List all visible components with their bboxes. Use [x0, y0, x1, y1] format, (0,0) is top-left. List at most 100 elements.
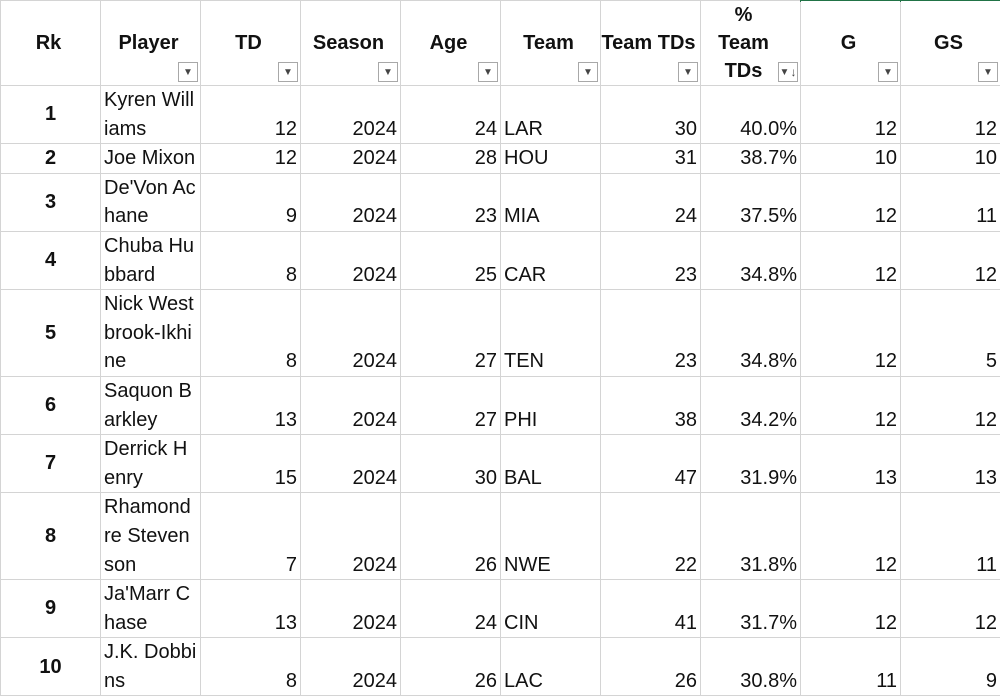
filter-dropdown-icon[interactable]: ▼	[878, 62, 898, 82]
cell-pct-team-tds[interactable]: 38.7%	[701, 144, 801, 174]
cell-player[interactable]: Ja'Marr Chase	[101, 580, 201, 638]
cell-age[interactable]: 27	[401, 376, 501, 434]
cell-g[interactable]: 11	[801, 638, 901, 696]
cell-pct-team-tds[interactable]: 31.9%	[701, 435, 801, 493]
cell-age[interactable]: 24	[401, 86, 501, 144]
cell-gs[interactable]: 12	[901, 231, 1000, 289]
cell-td[interactable]: 15	[201, 435, 301, 493]
cell-team[interactable]: LAR	[501, 86, 601, 144]
sort-descending-icon[interactable]: ▼↓	[778, 62, 798, 82]
cell-age[interactable]: 24	[401, 580, 501, 638]
cell-season[interactable]: 2024	[301, 173, 401, 231]
cell-td[interactable]: 13	[201, 376, 301, 434]
cell-gs[interactable]: 12	[901, 86, 1000, 144]
header-season[interactable]: Season▼	[301, 1, 401, 86]
cell-team-tds[interactable]: 23	[601, 290, 701, 377]
cell-gs[interactable]: 12	[901, 376, 1000, 434]
cell-season[interactable]: 2024	[301, 493, 401, 580]
cell-player[interactable]: Derrick Henry	[101, 435, 201, 493]
cell-team-tds[interactable]: 30	[601, 86, 701, 144]
cell-team[interactable]: TEN	[501, 290, 601, 377]
cell-season[interactable]: 2024	[301, 376, 401, 434]
cell-pct-team-tds[interactable]: 30.8%	[701, 638, 801, 696]
cell-rank[interactable]: 2	[1, 144, 101, 174]
cell-team[interactable]: HOU	[501, 144, 601, 174]
cell-rank[interactable]: 1	[1, 86, 101, 144]
cell-rank[interactable]: 7	[1, 435, 101, 493]
header-pct-team-tds[interactable]: % Team TDs▼↓	[701, 1, 801, 86]
cell-td[interactable]: 7	[201, 493, 301, 580]
cell-td[interactable]: 9	[201, 173, 301, 231]
cell-rank[interactable]: 9	[1, 580, 101, 638]
cell-g[interactable]: 13	[801, 435, 901, 493]
cell-rank[interactable]: 5	[1, 290, 101, 377]
cell-season[interactable]: 2024	[301, 144, 401, 174]
cell-g[interactable]: 12	[801, 376, 901, 434]
cell-player[interactable]: J.K. Dobbins	[101, 638, 201, 696]
header-player[interactable]: Player▼	[101, 1, 201, 86]
cell-player[interactable]: Chuba Hubbard	[101, 231, 201, 289]
filter-dropdown-icon[interactable]: ▼	[678, 62, 698, 82]
cell-age[interactable]: 30	[401, 435, 501, 493]
cell-rank[interactable]: 10	[1, 638, 101, 696]
cell-td[interactable]: 8	[201, 290, 301, 377]
cell-team-tds[interactable]: 23	[601, 231, 701, 289]
cell-team[interactable]: CAR	[501, 231, 601, 289]
header-rk[interactable]: Rk	[1, 1, 101, 86]
cell-pct-team-tds[interactable]: 31.8%	[701, 493, 801, 580]
cell-player[interactable]: Kyren Williams	[101, 86, 201, 144]
cell-player[interactable]: Joe Mixon	[101, 144, 201, 174]
cell-g[interactable]: 10	[801, 144, 901, 174]
header-gs[interactable]: GS▼	[901, 1, 1000, 86]
cell-pct-team-tds[interactable]: 37.5%	[701, 173, 801, 231]
cell-rank[interactable]: 8	[1, 493, 101, 580]
cell-rank[interactable]: 6	[1, 376, 101, 434]
header-age[interactable]: Age▼	[401, 1, 501, 86]
cell-team[interactable]: LAC	[501, 638, 601, 696]
cell-gs[interactable]: 10	[901, 144, 1000, 174]
cell-gs[interactable]: 9	[901, 638, 1000, 696]
cell-season[interactable]: 2024	[301, 290, 401, 377]
cell-season[interactable]: 2024	[301, 86, 401, 144]
cell-season[interactable]: 2024	[301, 580, 401, 638]
cell-g[interactable]: 12	[801, 493, 901, 580]
cell-season[interactable]: 2024	[301, 638, 401, 696]
cell-season[interactable]: 2024	[301, 435, 401, 493]
cell-season[interactable]: 2024	[301, 231, 401, 289]
cell-rank[interactable]: 4	[1, 231, 101, 289]
header-td[interactable]: TD▼	[201, 1, 301, 86]
cell-team-tds[interactable]: 41	[601, 580, 701, 638]
header-team[interactable]: Team▼	[501, 1, 601, 86]
cell-td[interactable]: 8	[201, 638, 301, 696]
cell-gs[interactable]: 11	[901, 173, 1000, 231]
filter-dropdown-icon[interactable]: ▼	[478, 62, 498, 82]
cell-gs[interactable]: 13	[901, 435, 1000, 493]
cell-pct-team-tds[interactable]: 31.7%	[701, 580, 801, 638]
cell-team-tds[interactable]: 47	[601, 435, 701, 493]
cell-gs[interactable]: 11	[901, 493, 1000, 580]
cell-age[interactable]: 23	[401, 173, 501, 231]
cell-td[interactable]: 8	[201, 231, 301, 289]
cell-td[interactable]: 13	[201, 580, 301, 638]
cell-team[interactable]: BAL	[501, 435, 601, 493]
cell-pct-team-tds[interactable]: 34.8%	[701, 231, 801, 289]
cell-player[interactable]: Rhamondre Stevenson	[101, 493, 201, 580]
cell-pct-team-tds[interactable]: 40.0%	[701, 86, 801, 144]
cell-td[interactable]: 12	[201, 144, 301, 174]
filter-dropdown-icon[interactable]: ▼	[978, 62, 998, 82]
filter-dropdown-icon[interactable]: ▼	[378, 62, 398, 82]
cell-team-tds[interactable]: 24	[601, 173, 701, 231]
cell-pct-team-tds[interactable]: 34.8%	[701, 290, 801, 377]
cell-td[interactable]: 12	[201, 86, 301, 144]
header-g[interactable]: G▼	[801, 1, 901, 86]
cell-g[interactable]: 12	[801, 86, 901, 144]
filter-dropdown-icon[interactable]: ▼	[178, 62, 198, 82]
cell-rank[interactable]: 3	[1, 173, 101, 231]
cell-player[interactable]: De'Von Achane	[101, 173, 201, 231]
filter-dropdown-icon[interactable]: ▼	[278, 62, 298, 82]
cell-team-tds[interactable]: 31	[601, 144, 701, 174]
cell-g[interactable]: 12	[801, 580, 901, 638]
header-team-tds[interactable]: Team TDs▼	[601, 1, 701, 86]
cell-gs[interactable]: 5	[901, 290, 1000, 377]
cell-player[interactable]: Nick Westbrook-Ikhine	[101, 290, 201, 377]
